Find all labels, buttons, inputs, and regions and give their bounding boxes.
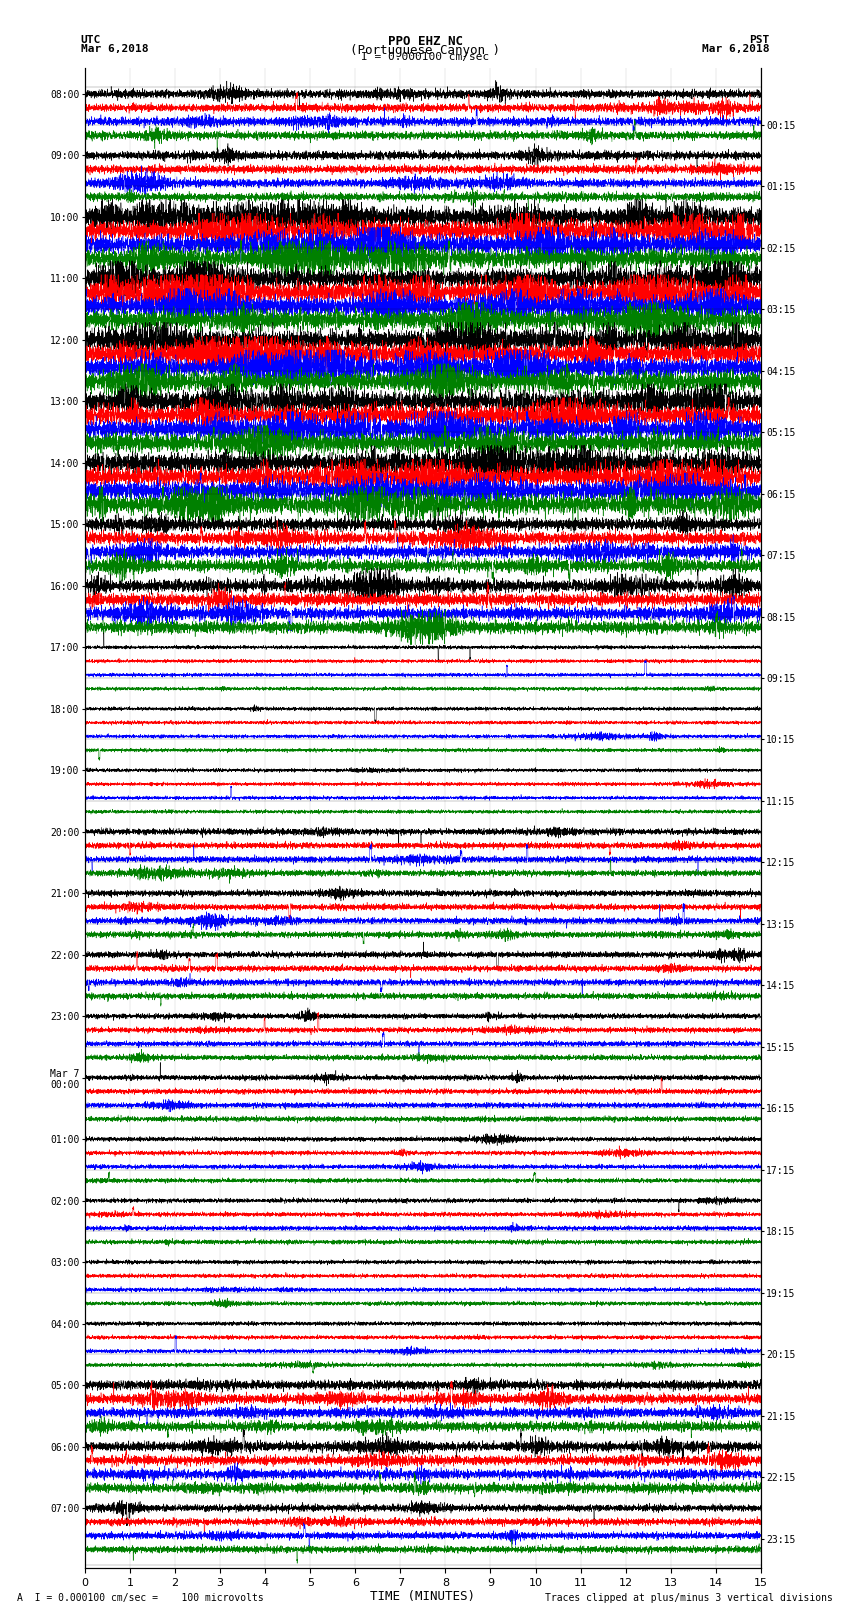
- Text: PPO EHZ NC: PPO EHZ NC: [388, 35, 462, 48]
- Text: Traces clipped at plus/minus 3 vertical divisions: Traces clipped at plus/minus 3 vertical …: [545, 1594, 833, 1603]
- X-axis label: TIME (MINUTES): TIME (MINUTES): [371, 1590, 475, 1603]
- Text: Mar 6,2018: Mar 6,2018: [81, 44, 148, 53]
- Text: A  I = 0.000100 cm/sec =    100 microvolts: A I = 0.000100 cm/sec = 100 microvolts: [17, 1594, 264, 1603]
- Text: I = 0.000100 cm/sec: I = 0.000100 cm/sec: [361, 52, 489, 63]
- Text: Mar 6,2018: Mar 6,2018: [702, 44, 769, 53]
- Text: PST: PST: [749, 35, 769, 45]
- Text: (Portuguese Canyon ): (Portuguese Canyon ): [350, 44, 500, 56]
- Text: UTC: UTC: [81, 35, 101, 45]
